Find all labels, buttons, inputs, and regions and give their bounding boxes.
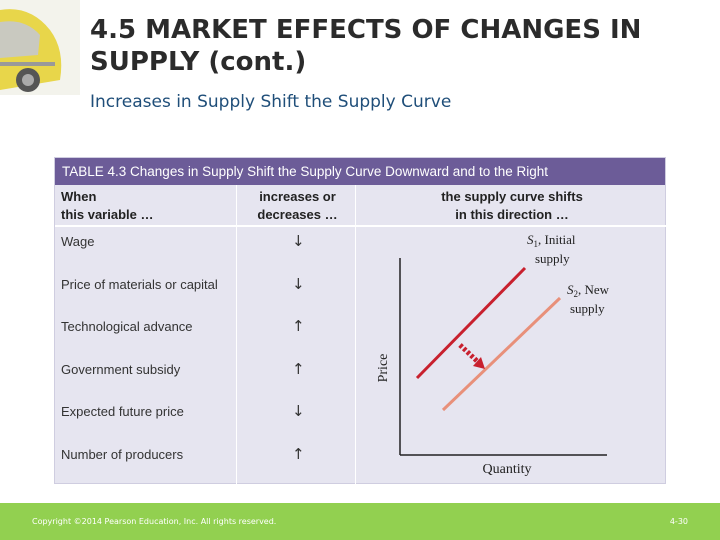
table-row-label: Wage [61,234,95,249]
column-header-line: the supply curve shifts [441,189,583,204]
x-axis-label: Quantity [483,462,532,477]
shift-arrow [458,343,479,363]
new-supply-symbol: S [567,282,574,297]
up-arrow-icon: ↑ [292,445,305,463]
footer-bar: Copyright ©2014 Pearson Education, Inc. … [0,503,720,540]
copyright-text: Copyright ©2014 Pearson Education, Inc. … [32,517,277,526]
initial-supply-label: S1, Initial [527,232,576,249]
supply-shift-chart: Price Quantity S1, Initial supply S2, Ne… [376,232,610,477]
slide-title: 4.5 MARKET EFFECTS OF CHANGES IN SUPPLY … [90,15,642,77]
new-supply-name: , New [578,282,610,297]
page-number: 4-30 [669,517,688,526]
column-header-line: When [61,189,97,204]
down-arrow-icon: ↓ [292,232,305,250]
table-row-label: Technological advance [61,319,193,334]
initial-supply-label-line2: supply [535,251,570,266]
up-arrow-icon: ↑ [292,360,305,378]
down-arrow-icon: ↓ [292,275,305,293]
column-header-direction: the supply curve shifts in this directio… [427,188,597,224]
car-illustration [0,0,80,95]
table-row-label: Government subsidy [61,362,181,377]
initial-supply-symbol: S [527,232,534,247]
table-row-label: Expected future price [61,404,184,419]
table-caption: TABLE 4.3 Changes in Supply Shift the Su… [55,158,665,185]
initial-supply-name: , Initial [538,232,576,247]
column-header-change: increases or decreases … [255,188,340,224]
supply-table: TABLE 4.3 Changes in Supply Shift the Su… [54,157,667,485]
new-supply-curve [441,296,562,412]
column-header-line: decreases … [257,207,338,222]
new-supply-label-line2: supply [570,301,605,316]
initial-supply-subscript: 1 [534,239,539,249]
column-header-variable: When this variable … [61,188,153,224]
new-supply-label: S2, New [567,282,610,299]
column-divider [355,185,356,485]
up-arrow-icon: ↑ [292,317,305,335]
initial-supply-curve [415,266,527,380]
column-divider [236,185,237,485]
y-axis-label: Price [376,354,391,383]
column-header-line: this variable … [61,207,154,222]
new-supply-subscript: 2 [574,289,579,299]
column-header-line: in this direction … [455,207,569,222]
slide-subtitle: Increases in Supply Shift the Supply Cur… [90,92,452,112]
table-row-label: Price of materials or capital [61,277,218,292]
down-arrow-icon: ↓ [292,402,305,420]
column-header-line: increases or [259,189,336,204]
header-divider [55,225,667,227]
shift-arrow-head [473,357,485,369]
table-row-label: Number of producers [61,447,184,462]
